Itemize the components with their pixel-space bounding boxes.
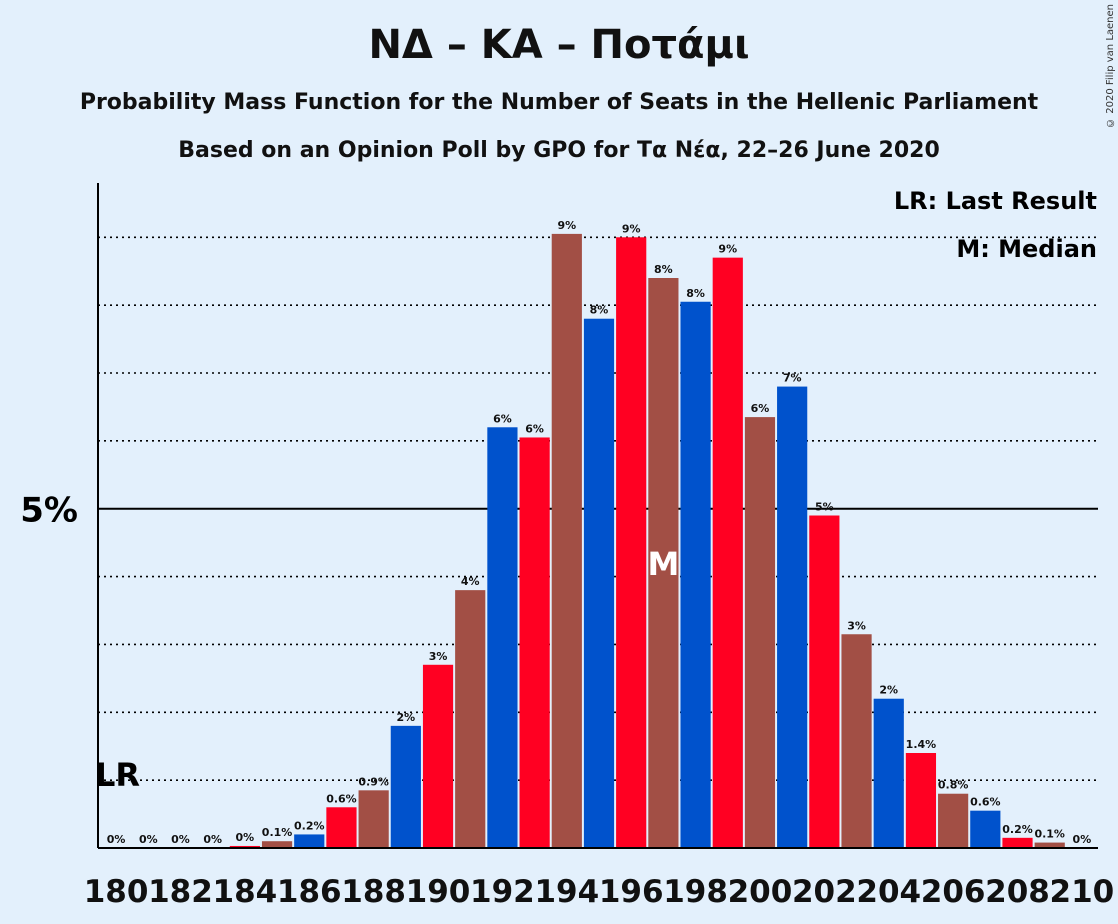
y-tick-label-5: 5% [20,491,78,531]
bar-seat-205 [905,753,937,848]
data-label-seat-210: 0% [1073,833,1092,846]
bar-seat-204 [873,698,904,848]
x-tick-label-194: 194 [534,874,599,910]
data-label-seat-184: 0% [236,831,255,844]
data-label-seat-187: 0.6% [326,792,357,805]
bar-seat-194 [551,233,582,849]
data-label-seat-190: 3% [429,650,448,663]
data-label-seat-186: 0.2% [294,819,325,832]
bar-seat-207 [970,810,1001,848]
bar-seat-203 [841,634,872,848]
bar-seat-206 [938,793,969,848]
x-tick-label-188: 188 [341,874,406,910]
axes [97,183,1098,849]
median-marker: M [647,545,679,583]
x-tick-label-180: 180 [84,874,149,910]
x-tick-label-198: 198 [663,874,728,910]
bar-seat-193 [519,437,550,848]
data-label-seat-207: 0.6% [970,796,1001,809]
bar-seat-209 [1034,842,1065,848]
data-label-seat-209: 0.1% [1034,828,1065,841]
data-label-seat-199: 9% [718,243,737,256]
x-tick-label-186: 186 [277,874,342,910]
data-label-seat-198: 8% [686,287,705,300]
x-tick-label-208: 208 [985,874,1050,910]
x-tick-label-182: 182 [148,874,213,910]
x-tick-label-196: 196 [599,874,664,910]
bar-seat-196 [616,237,647,849]
last-result-marker: LR [95,756,140,794]
bar-seat-188 [358,790,389,848]
bar-seat-187 [326,807,357,848]
data-label-seat-196: 9% [622,222,641,235]
bar-seat-190 [422,664,454,848]
bar-seat-199 [712,257,743,849]
chart-source-line: Based on an Opinion Poll by GPO for Τα Ν… [178,138,940,163]
data-label-seat-204: 2% [879,684,898,697]
data-label-seat-189: 2% [396,711,415,724]
data-labels: 0% 0% 0% 0% 0% 0.1%0.2%0.6%0.9%2%3%4%6%6%9%8%… [107,219,1091,846]
x-tick-labels: 180 182 184 186 188 190 192 194 196 198 200 202 204 2… [84,874,1115,910]
bar-seat-200 [744,417,776,848]
x-tick-label-192: 192 [470,874,535,910]
chart-title: ΝΔ – ΚΑ – Ποτάμι [368,22,750,68]
x-tick-label-190: 190 [406,874,471,910]
x-tick-label-184: 184 [213,874,278,910]
bar-seat-208 [1002,837,1033,848]
bar-seat-195 [583,318,615,848]
data-label-seat-192: 6% [493,412,512,425]
bar-seat-202 [809,515,840,848]
data-label-seat-195: 8% [590,304,609,317]
legend-last-result: LR: Last Result [894,187,1097,215]
x-tick-label-210: 210 [1050,874,1115,910]
x-tick-label-204: 204 [856,874,921,910]
data-label-seat-191: 4% [461,575,480,588]
data-label-seat-194: 9% [557,219,576,232]
bar-seat-184 [229,845,260,848]
x-tick-label-202: 202 [792,874,857,910]
data-label-seat-188: 0.9% [358,775,389,788]
bar-seat-185 [261,841,293,848]
data-label-seat-183: 0% [203,833,222,846]
data-label-seat-202: 5% [815,501,834,514]
data-label-seat-203: 3% [847,619,866,632]
data-label-seat-205: 1.4% [906,738,937,751]
data-label-seat-206: 0.8% [938,779,969,792]
bar-seat-192 [487,427,518,848]
bars [229,233,1065,849]
x-tick-label-206: 206 [921,874,986,910]
data-label-seat-193: 6% [525,422,544,435]
data-label-seat-201: 7% [783,372,802,385]
bar-seat-189 [390,725,421,848]
legend-median: M: Median [956,235,1097,263]
data-label-seat-197: 8% [654,263,673,276]
data-label-seat-200: 6% [751,402,770,415]
bar-seat-191 [455,590,486,848]
chart-subtitle: Probability Mass Function for the Number… [79,90,1039,115]
bar-seat-197 [648,278,679,848]
data-label-seat-181: 0% [139,833,158,846]
data-label-seat-180: 0% [107,833,126,846]
data-label-seat-185: 0.1% [262,826,293,839]
bar-seat-198 [680,301,711,848]
data-label-seat-208: 0.2% [1002,823,1033,836]
data-label-seat-182: 0% [171,833,190,846]
x-tick-label-200: 200 [728,874,793,910]
bar-seat-186 [294,834,325,848]
bar-seat-201 [777,386,808,848]
